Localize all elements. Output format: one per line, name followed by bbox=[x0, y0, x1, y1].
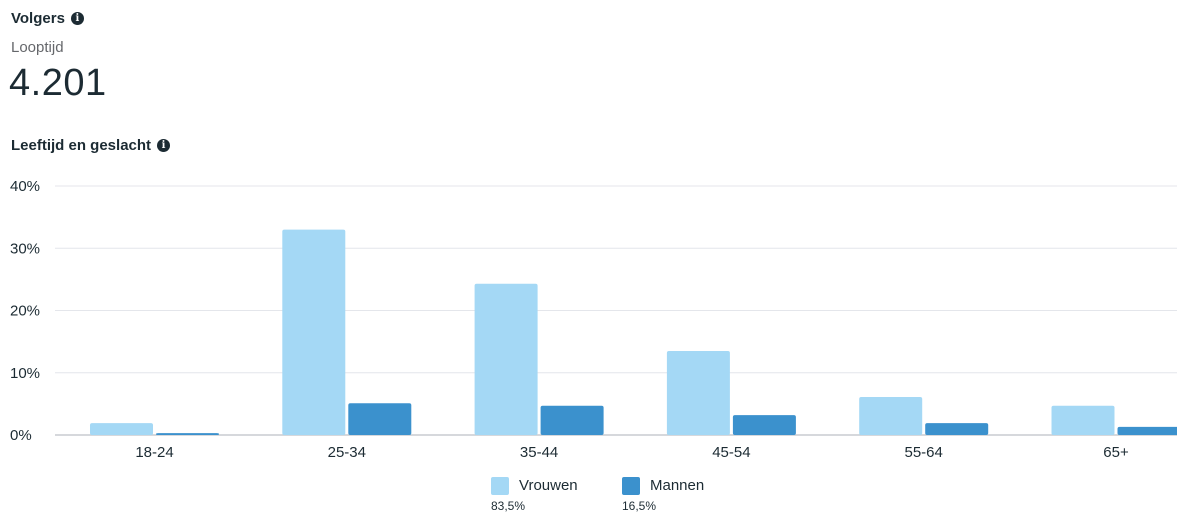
y-tick-label: 0% bbox=[10, 427, 32, 444]
bar-men-35-44[interactable] bbox=[541, 406, 604, 435]
section-title: Leeftijd en geslacht bbox=[11, 137, 151, 154]
bar-women-55-64[interactable] bbox=[859, 397, 922, 435]
y-tick-label: 40% bbox=[10, 178, 40, 195]
followers-count: 4.201 bbox=[9, 62, 107, 105]
legend-item-women[interactable]: Vrouwen 83,5% bbox=[491, 476, 578, 515]
followers-title: Volgers bbox=[11, 10, 65, 27]
bar-women-65+[interactable] bbox=[1052, 406, 1115, 435]
period-label: Looptijd bbox=[11, 39, 64, 56]
y-tick-label: 30% bbox=[10, 240, 40, 257]
legend-share-men: 16,5% bbox=[622, 498, 704, 515]
legend-item-men[interactable]: Mannen 16,5% bbox=[622, 476, 704, 515]
x-tick-label: 55-64 bbox=[905, 444, 943, 461]
bar-women-35-44[interactable] bbox=[475, 284, 538, 435]
x-tick-label: 45-54 bbox=[712, 444, 750, 461]
x-tick-label: 65+ bbox=[1103, 444, 1129, 461]
legend-swatch-men bbox=[622, 477, 640, 495]
section-header: Leeftijd en geslacht i bbox=[11, 137, 170, 154]
info-icon[interactable]: i bbox=[157, 139, 170, 152]
bar-men-25-34[interactable] bbox=[348, 403, 411, 435]
bar-men-18-24[interactable] bbox=[156, 433, 219, 435]
age-gender-bar-chart: 0% 10% 20% 30% 40% 18-24 25-34 35-44 45-54 55-64 6… bbox=[0, 170, 1177, 470]
bar-men-65+[interactable] bbox=[1118, 427, 1177, 435]
followers-header: Volgers i bbox=[11, 10, 84, 27]
bar-men-55-64[interactable] bbox=[925, 423, 988, 435]
y-tick-label: 10% bbox=[10, 365, 40, 382]
bar-men-45-54[interactable] bbox=[733, 415, 796, 435]
x-tick-label: 25-34 bbox=[328, 444, 366, 461]
legend-label-men: Mannen bbox=[650, 476, 704, 496]
x-tick-label: 35-44 bbox=[520, 444, 558, 461]
legend-label-women: Vrouwen bbox=[519, 476, 578, 496]
bar-women-45-54[interactable] bbox=[667, 351, 730, 435]
chart-legend: Vrouwen 83,5% Mannen 16,5% bbox=[0, 476, 1177, 513]
legend-share-women: 83,5% bbox=[491, 498, 578, 515]
x-tick-label: 18-24 bbox=[135, 444, 173, 461]
bar-women-18-24[interactable] bbox=[90, 423, 153, 435]
bar-women-25-34[interactable] bbox=[282, 230, 345, 435]
legend-swatch-women bbox=[491, 477, 509, 495]
y-tick-label: 20% bbox=[10, 303, 40, 320]
info-icon[interactable]: i bbox=[71, 12, 84, 25]
